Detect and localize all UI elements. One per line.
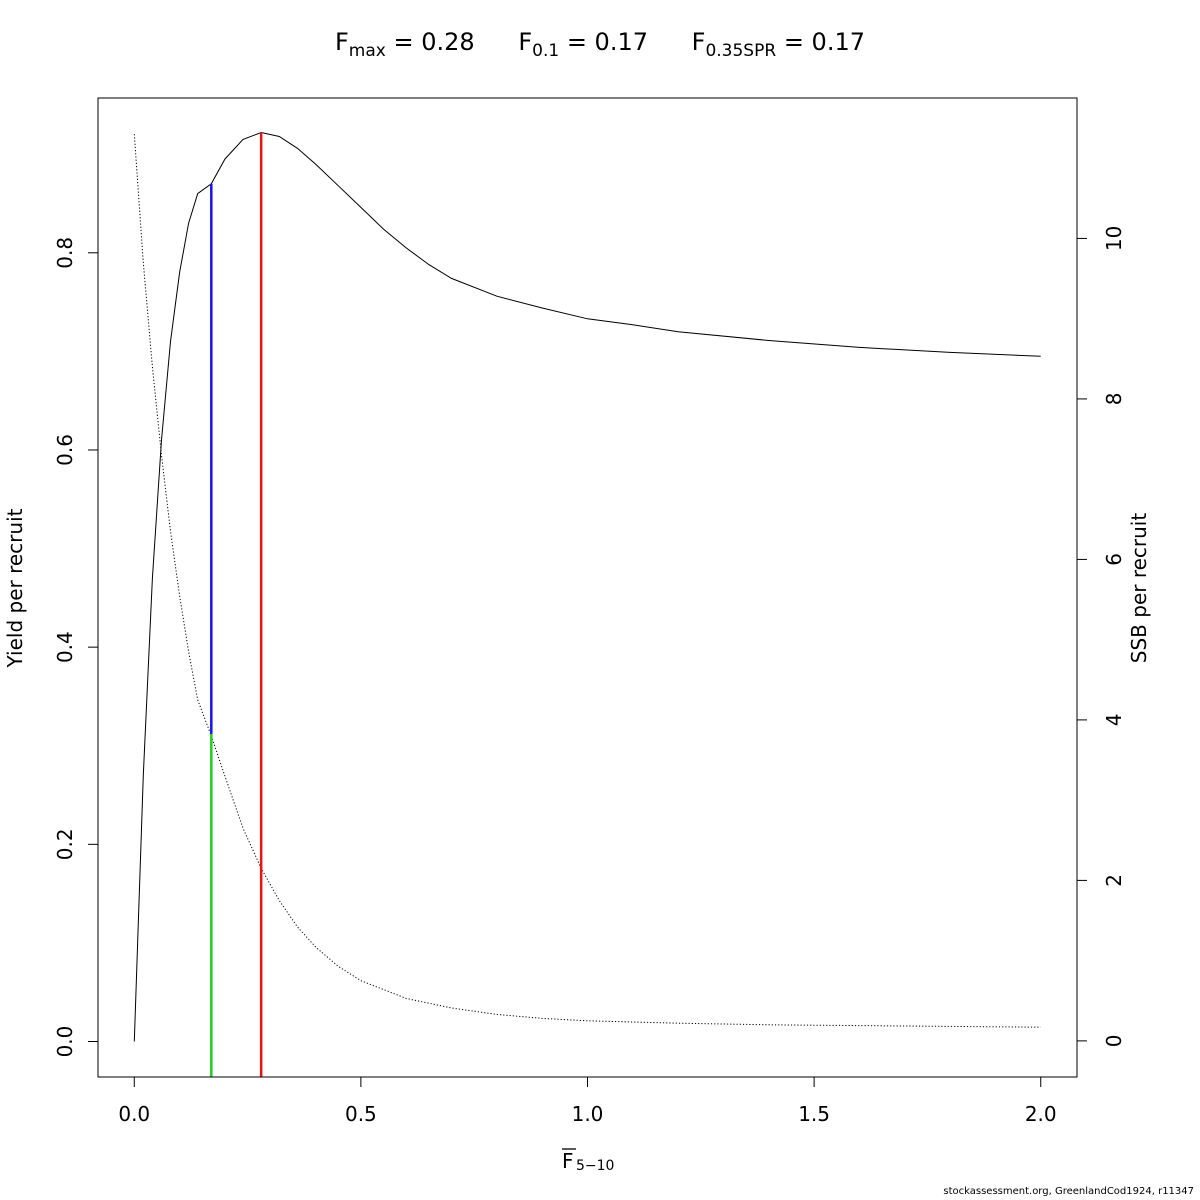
- y-left-tick-label: 0.6: [53, 434, 77, 466]
- x-tick-label: 1.5: [798, 1102, 830, 1126]
- y-right-tick-label: 6: [1102, 553, 1126, 566]
- plot-frame: [97, 97, 1078, 1078]
- y-axis-left-label: Yield per recruit: [3, 508, 27, 668]
- x-tick-label: 1.0: [572, 1102, 604, 1126]
- y-right-tick-label: 2: [1102, 874, 1126, 887]
- x-axis-label: F 5−10: [562, 1148, 614, 1174]
- x-label-sub: 5−10: [576, 1158, 614, 1174]
- x-tick-label: 0.0: [118, 1102, 150, 1126]
- credit-text: stockassessment.org, GreenlandCod1924, r…: [943, 1186, 1194, 1197]
- y-axis-right: 0 2 4 6 8 10: [1077, 226, 1126, 1048]
- ssb-per-recruit-line: [133, 134, 1041, 1028]
- curve-layer: [133, 131, 1041, 1042]
- x-tick-label: 0.5: [345, 1102, 377, 1126]
- x-axis: 0.0 0.5 1.0 1.5 2.0: [118, 1076, 1057, 1126]
- y-axis-left: 0.0 0.2 0.4 0.6 0.8: [53, 237, 98, 1058]
- y-right-tick-label: 10: [1102, 226, 1126, 251]
- chart-title: Fmax = 0.28 F0.1 = 0.17 F0.35SPR = 0.17: [0, 28, 1200, 61]
- f01-term: F0.1 = 0.17: [518, 28, 648, 61]
- f035spr-term: F0.35SPR = 0.17: [691, 28, 865, 61]
- y-right-tick-label: 4: [1102, 714, 1126, 727]
- y-left-tick-label: 0.0: [53, 1026, 77, 1058]
- y-left-tick-label: 0.4: [53, 631, 77, 663]
- y-right-tick-label: 8: [1102, 393, 1126, 406]
- y-axis-right-label: SSB per recruit: [1127, 513, 1151, 664]
- x-label-main: F: [562, 1149, 574, 1173]
- reference-lines: [210, 132, 263, 1077]
- x-tick-label: 2.0: [1025, 1102, 1057, 1126]
- y-left-tick-label: 0.8: [53, 237, 77, 269]
- y-left-tick-label: 0.2: [53, 828, 77, 860]
- yield-per-recruit-line: [133, 131, 1041, 1042]
- fmax-term: Fmax = 0.28: [334, 28, 475, 61]
- y-right-tick-label: 0: [1102, 1035, 1126, 1048]
